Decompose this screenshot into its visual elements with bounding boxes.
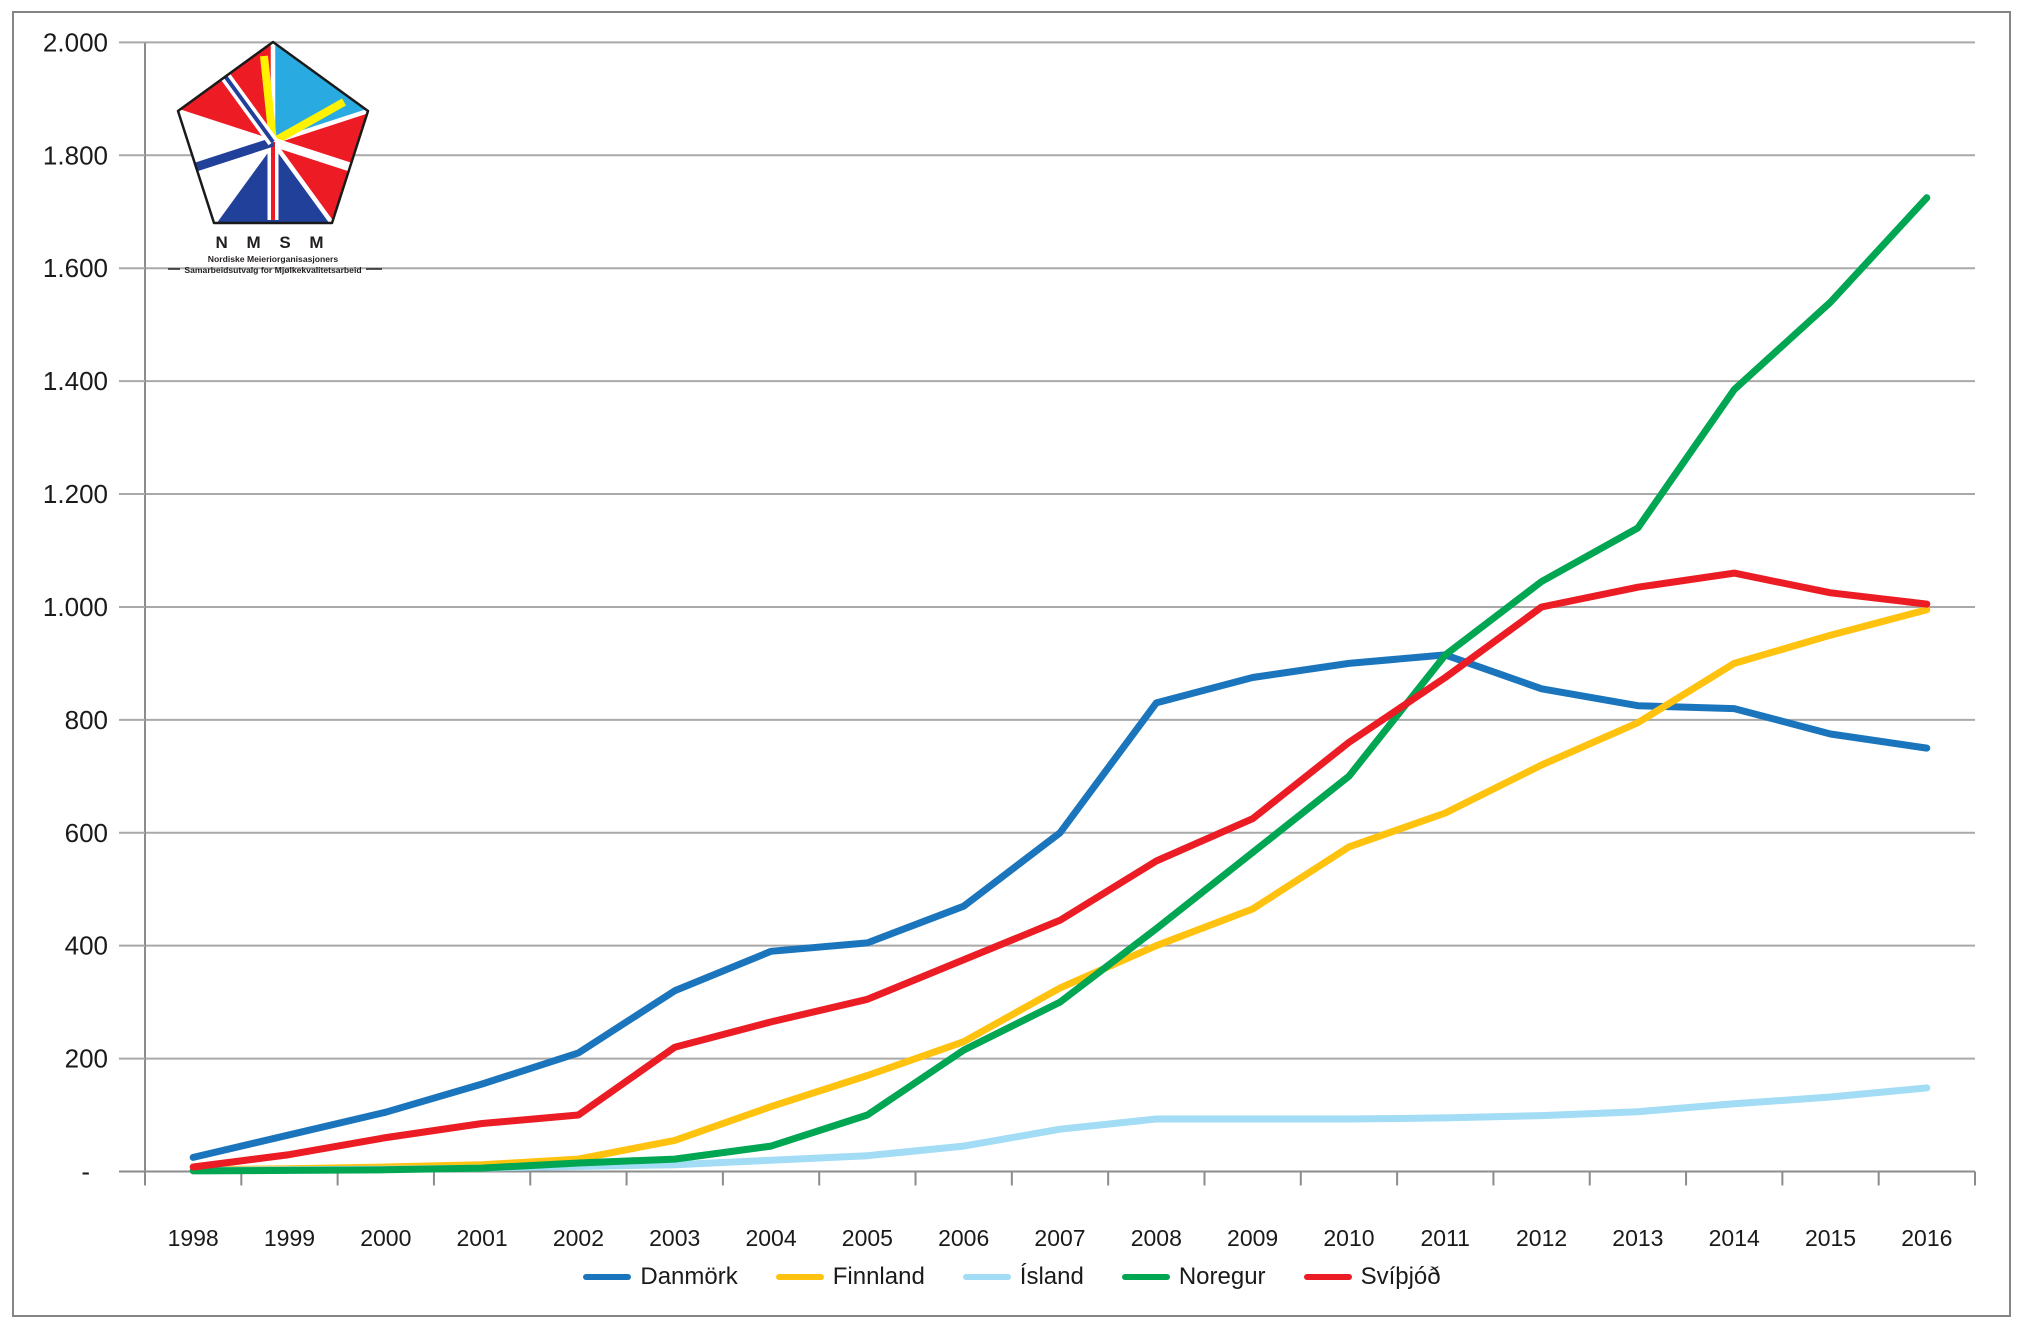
nmsm-logo: N M S M Nordiske Meieriorganisasjoners S… (168, 40, 382, 275)
chart-legend: Danmörk Finnland Ísland Noregur Svíþjóð (0, 1256, 2024, 1298)
x-axis-label: 2000 (360, 1225, 411, 1251)
y-axis-label: 1.800 (43, 140, 108, 170)
x-axis-label: 2005 (842, 1225, 893, 1251)
legend-swatch-icon (1121, 1274, 1170, 1280)
x-axis-label: 2010 (1323, 1225, 1374, 1251)
y-axis-label: 600 (65, 818, 108, 848)
series-line-noregur (189, 194, 1931, 1175)
y-axis-label: 800 (65, 705, 108, 735)
y-axis-label: 1.400 (43, 366, 108, 396)
y-axis-label: 1.000 (43, 592, 108, 622)
x-axis-label: 2002 (553, 1225, 604, 1251)
x-axis-label: 2013 (1612, 1225, 1663, 1251)
series-line-svijo (189, 569, 1931, 1171)
x-axis-label: 2008 (1131, 1225, 1182, 1251)
legend-item: Danmörk (583, 1263, 738, 1291)
logo-line2: Samarbeidsutvalg for Mjølkekvalitetsarbe… (184, 265, 361, 275)
legend-swatch-icon (775, 1274, 824, 1280)
x-axis-label: 2011 (1421, 1225, 1470, 1251)
legend-item: Noregur (1121, 1263, 1266, 1291)
nmsm-pentagon-icon (176, 40, 370, 225)
y-axis-label: - (81, 1157, 90, 1187)
y-axis-label: 200 (65, 1044, 108, 1074)
y-axis-label: 400 (65, 931, 108, 961)
series-line-finnland (189, 606, 1931, 1174)
x-axis-label: 2003 (649, 1225, 700, 1251)
y-axis-label: 1.200 (43, 479, 108, 509)
legend-swatch-icon (1303, 1274, 1352, 1280)
legend-swatch-icon (962, 1274, 1011, 1280)
y-axis-label: 1.600 (43, 253, 108, 283)
y-axis-label: 2.000 (43, 27, 108, 57)
x-axis-label: 2007 (1034, 1225, 1085, 1251)
series-line-danmork (189, 651, 1931, 1161)
logo-line1: Nordiske Meieriorganisasjoners (208, 254, 339, 264)
x-axis-label: 2015 (1805, 1225, 1856, 1251)
x-axis-label: 2004 (745, 1225, 796, 1251)
legend-label: Ísland (1019, 1263, 1084, 1290)
x-axis-label: 2006 (938, 1225, 989, 1251)
x-axis-label: 1998 (168, 1225, 219, 1251)
chart-outer-border (12, 11, 2011, 1317)
legend-item: Finnland (775, 1263, 925, 1291)
legend-item: Ísland (962, 1263, 1084, 1291)
logo-acronym: N M S M (215, 233, 330, 252)
x-axis-label: 2012 (1516, 1225, 1567, 1251)
legend-label: Svíþjóð (1360, 1263, 1441, 1290)
legend-swatch-icon (583, 1274, 632, 1280)
x-axis-label: 2014 (1709, 1225, 1760, 1251)
x-axis-label: 2009 (1227, 1225, 1278, 1251)
legend-label: Finnland (832, 1263, 925, 1290)
x-axis-label: 1999 (264, 1225, 315, 1251)
legend-label: Noregur (1178, 1263, 1266, 1290)
legend-item: Svíþjóð (1303, 1263, 1441, 1291)
x-axis-label: 2016 (1901, 1225, 1952, 1251)
x-axis-label: 2001 (457, 1225, 508, 1251)
legend-label: Danmörk (640, 1263, 738, 1290)
